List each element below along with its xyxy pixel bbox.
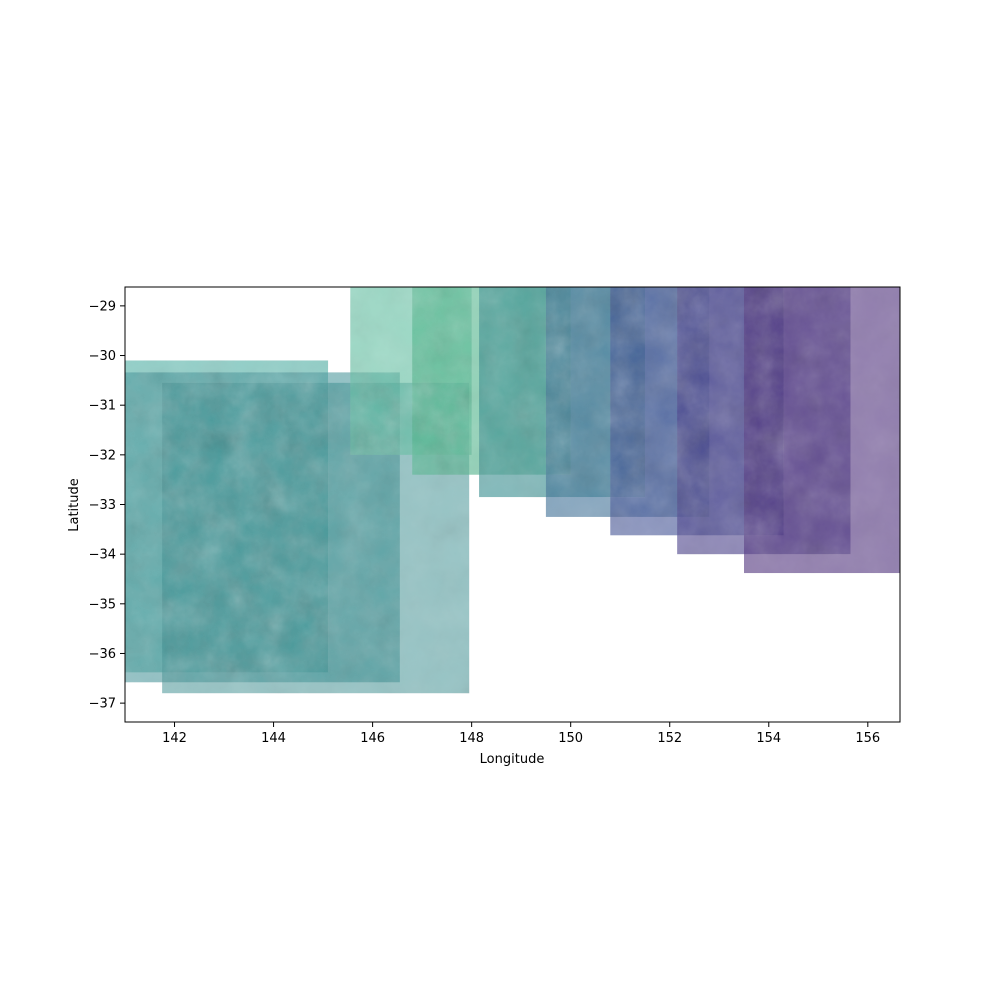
- y-tick-label: −29: [89, 299, 116, 314]
- tile-texture-10: [744, 287, 900, 574]
- y-tick-label: −33: [89, 498, 116, 513]
- y-tick-label: −36: [89, 647, 116, 662]
- y-axis: −29 −30 −31 −32 −33 −34 −35 −36 −37: [89, 299, 125, 712]
- y-tick-label: −37: [89, 697, 116, 712]
- x-tick-label: 148: [459, 731, 484, 746]
- x-axis-label: Longitude: [480, 752, 545, 767]
- y-tick-label: −32: [89, 448, 116, 463]
- x-tick-label: 150: [558, 731, 583, 746]
- terrain-texture: [125, 287, 900, 694]
- x-tick-label: 146: [360, 731, 385, 746]
- x-tick-label: 154: [756, 731, 781, 746]
- x-tick-label: 152: [657, 731, 682, 746]
- x-axis: 142 144 146 148 150 152 154 156: [162, 722, 880, 746]
- y-axis-label: Latitude: [67, 478, 82, 532]
- x-tick-label: 142: [162, 731, 187, 746]
- y-tick-label: −30: [89, 349, 116, 364]
- x-tick-label: 144: [261, 731, 286, 746]
- y-tick-label: −35: [89, 597, 116, 612]
- x-tick-label: 156: [855, 731, 880, 746]
- y-tick-label: −31: [89, 399, 116, 414]
- y-tick-label: −34: [89, 548, 116, 563]
